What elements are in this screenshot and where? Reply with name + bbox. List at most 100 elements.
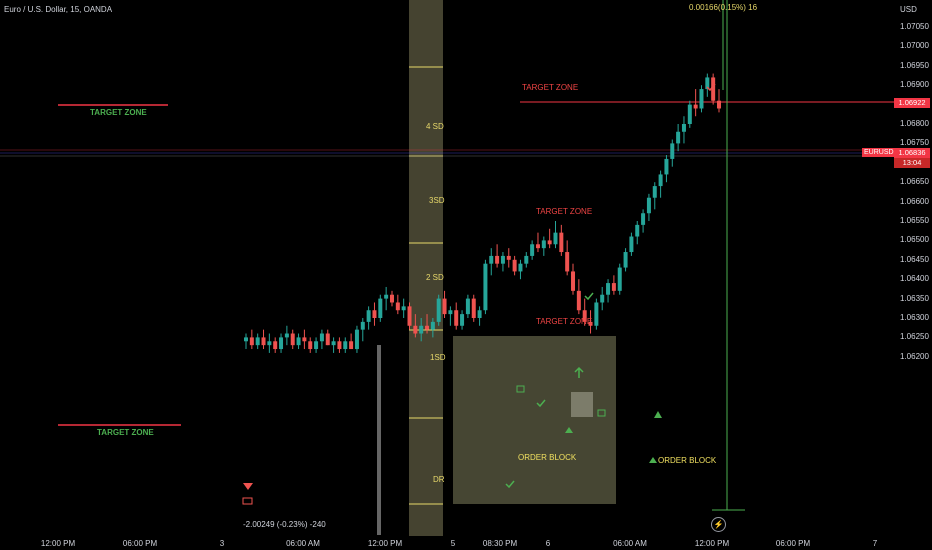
candle-body	[261, 337, 266, 346]
sd-label-4: 4 SD	[426, 122, 444, 131]
markers-layer	[242, 83, 716, 505]
candle-body	[553, 232, 558, 245]
candle-body	[471, 298, 476, 318]
candle-body	[314, 341, 319, 350]
price-scale-label: 1.06950	[900, 60, 929, 70]
candle-body	[699, 89, 704, 109]
currency-label[interactable]: USD	[900, 5, 917, 14]
candle-body	[337, 341, 342, 350]
candle-body	[635, 224, 640, 237]
candle-body	[611, 283, 616, 291]
sd-label-dr: DR	[433, 475, 445, 484]
price-scale-label: 1.06900	[900, 80, 929, 90]
green-box-marker	[516, 385, 525, 393]
candles-layer	[244, 73, 721, 353]
time-scale-label: 06:00 AM	[613, 539, 647, 548]
volume-bar	[377, 345, 381, 535]
candle-body	[629, 236, 634, 253]
green-triangle-marker	[654, 411, 662, 418]
candle-body	[506, 255, 511, 260]
candle-body	[681, 124, 686, 132]
candle-body	[547, 240, 552, 245]
candle-body	[477, 310, 482, 318]
candle-body	[658, 174, 663, 187]
time-scale-label: 12:00 PM	[40, 539, 76, 548]
target-zone-label-left-bottom: TARGET ZONE	[97, 428, 154, 437]
arrow-up-icon	[574, 366, 584, 378]
red-triangle-marker	[243, 483, 253, 490]
candle-body	[500, 255, 505, 264]
order-block-zone	[453, 336, 616, 504]
check-icon	[536, 399, 546, 408]
candle-body	[425, 325, 430, 330]
lines-layer	[0, 0, 894, 511]
sd-label-1: 1SD	[430, 353, 446, 362]
price-scale-label: 1.06250	[900, 332, 929, 342]
candle-body	[454, 310, 459, 326]
candle-body	[273, 341, 278, 350]
candle-body	[717, 100, 721, 109]
time-scale-label: 12:00 PM	[694, 539, 730, 548]
candle-body	[372, 310, 377, 318]
candle-body	[693, 104, 698, 109]
candle-body	[483, 263, 488, 311]
time-scale-label: 06:00 PM	[122, 539, 158, 548]
sd-column	[409, 0, 443, 536]
candle-body	[576, 290, 581, 311]
candle-body	[571, 271, 576, 291]
current-price-tag: 1.06836	[894, 148, 930, 158]
candle-body	[676, 131, 681, 144]
candle-body	[331, 341, 336, 346]
countdown-tag: 13:04	[894, 158, 930, 168]
time-scale-label: 6	[545, 539, 551, 548]
candle-body	[296, 337, 301, 346]
candle-body	[646, 197, 651, 214]
sd-label-2: 2 SD	[426, 273, 444, 282]
candle-body	[378, 298, 383, 318]
symbol-title[interactable]: Euro / U.S. Dollar, 15, OANDA	[4, 5, 113, 14]
candle-body	[541, 240, 546, 249]
price-scale-label: 1.06650	[900, 177, 929, 187]
time-scale-label: 08:30 PM	[482, 539, 518, 548]
candle-body	[354, 329, 359, 350]
candle-body	[401, 306, 406, 311]
candle-body	[652, 186, 657, 198]
top-readout: 0.00166(0.15%) 16	[689, 3, 758, 12]
check-icon	[706, 83, 716, 92]
candle-body	[606, 283, 611, 295]
check-icon	[584, 292, 594, 301]
candle-body	[366, 310, 371, 322]
target-price-tag: 1.06922	[894, 98, 930, 108]
sd-label-3: 3SD	[429, 196, 445, 205]
candle-body	[489, 255, 494, 264]
time-scale-label: 06:00 AM	[286, 539, 320, 548]
price-scale-label: 1.06600	[900, 196, 929, 206]
replay-icon[interactable]: ⚡	[711, 517, 726, 532]
candle-body	[711, 77, 716, 101]
candle-body	[623, 252, 628, 268]
candle-body	[705, 77, 710, 90]
candle-body	[395, 302, 400, 311]
price-scale-label: 1.07000	[900, 41, 929, 51]
candle-body	[530, 244, 535, 256]
candle-body	[465, 298, 470, 315]
time-scale-label: 5	[450, 539, 456, 548]
zones-layer	[377, 0, 616, 536]
price-scale-label: 1.07050	[900, 22, 929, 31]
candle-body	[349, 341, 354, 350]
green-box-marker	[597, 409, 606, 417]
candle-body	[325, 333, 330, 346]
time-scale-label: 12:00 PM	[367, 539, 403, 548]
candle-body	[360, 321, 365, 330]
order-block-label-right: ORDER BLOCK	[658, 456, 717, 465]
candle-body	[518, 263, 523, 272]
candle-body	[244, 337, 248, 342]
price-scale-label: 1.06450	[900, 254, 929, 264]
candle-body	[319, 333, 324, 342]
price-scale-label: 1.06300	[900, 313, 929, 322]
candle-body	[460, 314, 465, 326]
candle-body	[565, 252, 570, 272]
symbol-tag: EURUSD	[862, 148, 896, 157]
